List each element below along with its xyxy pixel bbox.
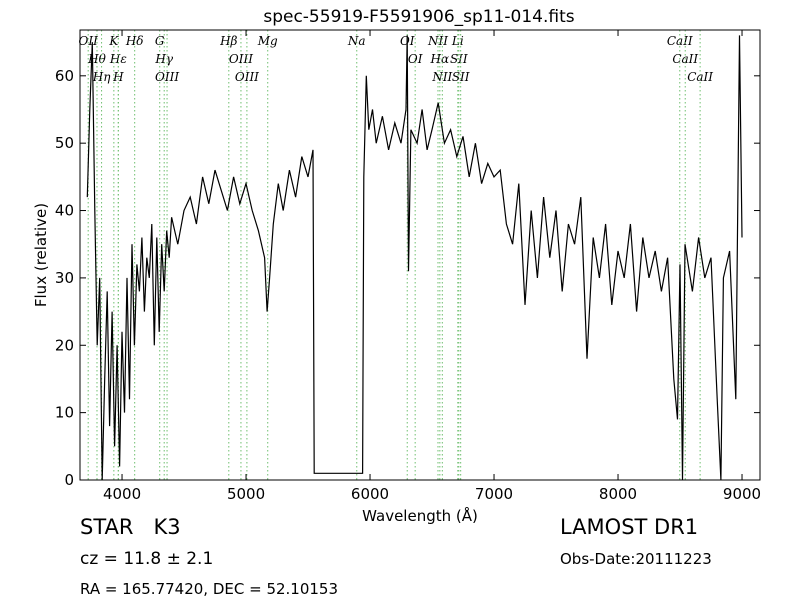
line-label: Li (451, 34, 464, 48)
redshift: cz = 11.8 ± 2.1 (80, 549, 213, 569)
line-label: NII (431, 70, 452, 84)
line-label: Na (347, 34, 366, 48)
obs-date: Obs-Date:20111223 (560, 550, 712, 568)
y-tick-label: 60 (55, 67, 74, 85)
line-label: K (108, 34, 119, 48)
y-axis-label: Flux (relative) (32, 203, 50, 307)
line-label: Hθ (87, 52, 106, 66)
spectrum-line (86, 35, 743, 480)
line-label: Hη (92, 70, 111, 84)
x-tick-label: 4000 (103, 485, 141, 503)
survey: LAMOST DR1 (560, 515, 698, 539)
line-label: OI (408, 52, 423, 66)
x-tick-label: 6000 (351, 485, 389, 503)
object-class: STAR K3 (80, 515, 181, 539)
line-label: NII (427, 34, 448, 48)
chart-title: spec-55919-F5591906_sp11-014.fits (263, 7, 574, 27)
line-label: OIII (229, 52, 253, 66)
y-tick-label: 50 (55, 134, 74, 152)
x-tick-label: 9000 (723, 485, 761, 503)
line-label: Hα (430, 52, 450, 66)
x-tick-label: 8000 (599, 485, 637, 503)
y-tick-label: 30 (55, 269, 74, 287)
y-tick-label: 0 (64, 471, 74, 489)
line-label: Hδ (125, 34, 144, 48)
x-axis-label: Wavelength (Å) (362, 506, 478, 525)
line-label: Hβ (219, 34, 237, 48)
plot-frame (79, 29, 761, 481)
line-label: H (112, 70, 124, 84)
line-label: SII (452, 70, 470, 84)
line-label: OII (79, 34, 99, 48)
x-tick-label: 5000 (227, 485, 265, 503)
line-label: OIII (155, 70, 179, 84)
coordinates: RA = 165.77420, DEC = 52.10153 (80, 580, 338, 598)
line-label: Hγ (154, 52, 173, 66)
y-tick-label: 10 (55, 404, 74, 422)
line-label: CaII (672, 52, 698, 66)
line-label: SII (450, 52, 468, 66)
y-tick-label: 20 (55, 336, 74, 354)
y-tick-label: 40 (55, 202, 74, 220)
line-label: G (155, 34, 165, 48)
line-label: CaII (667, 34, 693, 48)
line-label: OIII (235, 70, 259, 84)
line-label: Mg (257, 34, 278, 48)
x-tick-label: 7000 (475, 485, 513, 503)
line-label: CaII (687, 70, 713, 84)
